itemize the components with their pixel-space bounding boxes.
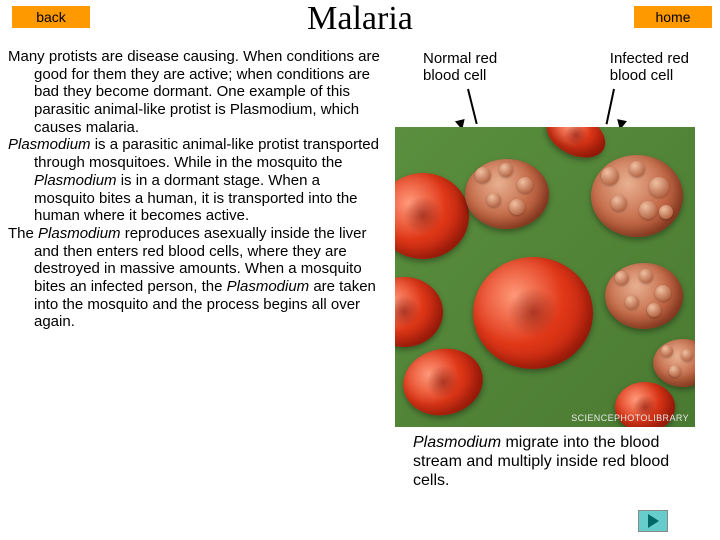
next-button[interactable] bbox=[638, 510, 668, 532]
label-infected-l2: blood cell bbox=[610, 67, 673, 84]
cell-normal bbox=[539, 127, 612, 167]
caption-italic: Plasmodium bbox=[413, 434, 501, 451]
paragraph-3: The Plasmodium reproduces asexually insi… bbox=[8, 225, 380, 331]
label-normal: Normal red blood cell bbox=[423, 50, 497, 85]
paragraph-2: Plasmodium is a parasitic animal-like pr… bbox=[8, 136, 380, 224]
body-text: Many protists are disease causing. When … bbox=[8, 48, 380, 331]
cell-normal bbox=[395, 173, 469, 259]
figure-caption: Plasmodium migrate into the blood stream… bbox=[395, 433, 707, 491]
image-credit: SCIENCEPHOTOLIBRARY bbox=[571, 413, 689, 423]
page-title: Malaria bbox=[0, 0, 720, 38]
p2-italic-1: Plasmodium bbox=[8, 136, 91, 153]
cell-infected bbox=[465, 159, 549, 229]
p3-italic-2: Plasmodium bbox=[227, 278, 310, 295]
figure-labels: Normal red blood cell Infected red blood… bbox=[395, 50, 707, 85]
arrow-normal bbox=[467, 88, 478, 123]
next-icon bbox=[648, 514, 659, 528]
p2-italic-2: Plasmodium bbox=[34, 172, 117, 189]
cell-normal bbox=[473, 257, 593, 369]
arrow-infected bbox=[606, 88, 615, 124]
label-infected: Infected red blood cell bbox=[610, 50, 689, 85]
label-infected-l1: Infected red bbox=[610, 50, 689, 67]
cell-normal bbox=[397, 341, 489, 422]
paragraph-1: Many protists are disease causing. When … bbox=[8, 48, 380, 136]
label-normal-l2: blood cell bbox=[423, 67, 486, 84]
cell-infected bbox=[591, 155, 683, 237]
p3-italic-1: Plasmodium bbox=[38, 225, 121, 242]
cell-infected bbox=[605, 263, 683, 329]
label-normal-l1: Normal red bbox=[423, 50, 497, 67]
p3-text-1: The bbox=[8, 225, 38, 242]
blood-cells-image: SCIENCEPHOTOLIBRARY bbox=[395, 127, 695, 427]
figure-area: Normal red blood cell Infected red blood… bbox=[395, 50, 707, 490]
p1-text: Many protists are disease causing. When … bbox=[8, 48, 380, 136]
figure-arrows bbox=[395, 89, 707, 127]
cell-infected bbox=[653, 339, 695, 387]
cell-normal bbox=[395, 277, 443, 347]
